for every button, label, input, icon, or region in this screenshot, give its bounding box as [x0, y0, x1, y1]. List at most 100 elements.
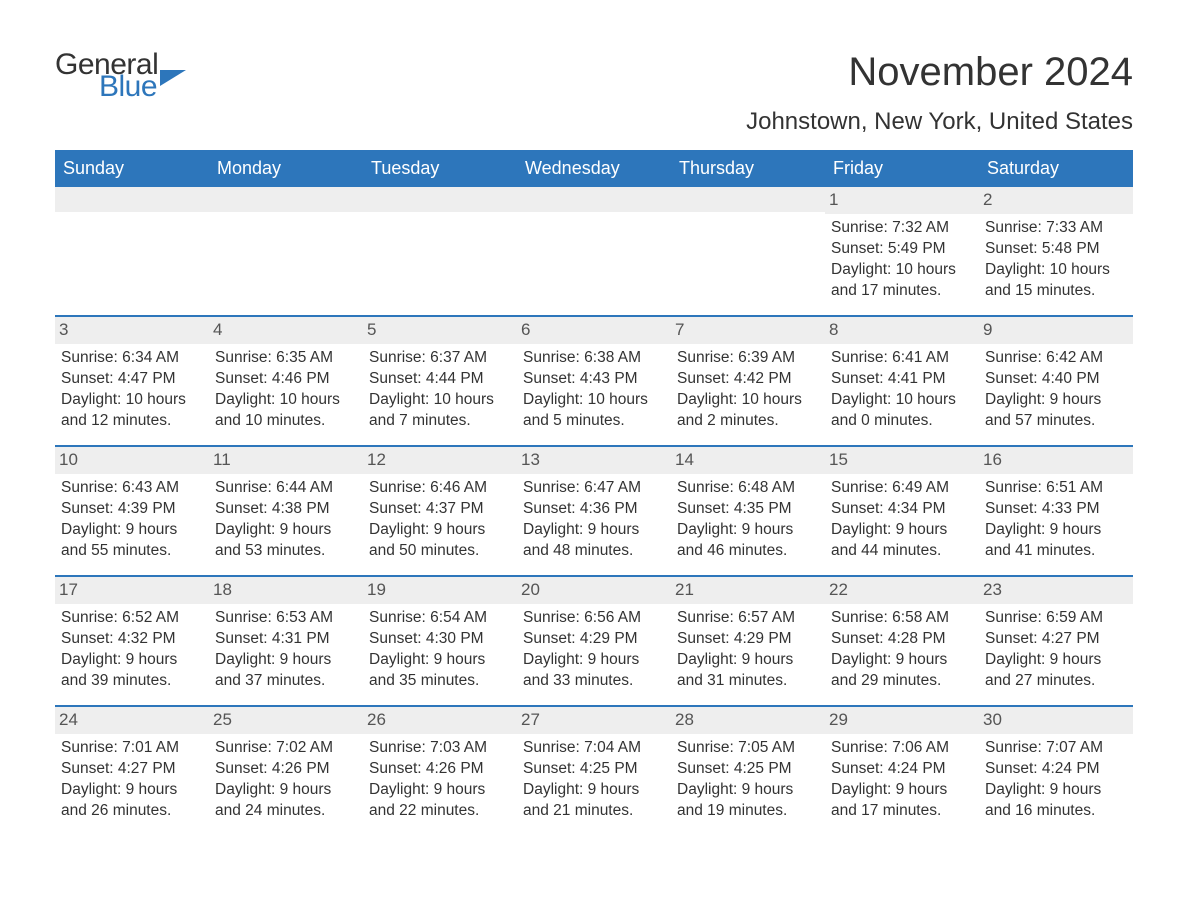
day-number: 16 [979, 447, 1133, 474]
day-sunset: Sunset: 4:27 PM [61, 759, 203, 780]
day-cell: 4Sunrise: 6:35 AMSunset: 4:46 PMDaylight… [209, 317, 363, 445]
day-daylight2: and 48 minutes. [523, 541, 665, 562]
day-header: Thursday [671, 152, 825, 185]
day-number: 14 [671, 447, 825, 474]
day-cell: 24Sunrise: 7:01 AMSunset: 4:27 PMDayligh… [55, 707, 209, 835]
day-sunset: Sunset: 4:34 PM [831, 499, 973, 520]
day-sunrise: Sunrise: 6:52 AM [61, 608, 203, 629]
day-header: Sunday [55, 152, 209, 185]
day-daylight2: and 26 minutes. [61, 801, 203, 822]
day-cell: 27Sunrise: 7:04 AMSunset: 4:25 PMDayligh… [517, 707, 671, 835]
day-sunrise: Sunrise: 7:02 AM [215, 738, 357, 759]
week-row: 1Sunrise: 7:32 AMSunset: 5:49 PMDaylight… [55, 185, 1133, 315]
day-daylight1: Daylight: 9 hours [523, 650, 665, 671]
day-sunrise: Sunrise: 6:38 AM [523, 348, 665, 369]
day-sunset: Sunset: 4:47 PM [61, 369, 203, 390]
day-number: 25 [209, 707, 363, 734]
day-number: 9 [979, 317, 1133, 344]
day-header-row: SundayMondayTuesdayWednesdayThursdayFrid… [55, 150, 1133, 185]
day-number: 2 [979, 187, 1133, 214]
day-daylight1: Daylight: 9 hours [369, 650, 511, 671]
day-sunset: Sunset: 4:44 PM [369, 369, 511, 390]
calendar-table: SundayMondayTuesdayWednesdayThursdayFrid… [55, 150, 1133, 835]
day-daylight1: Daylight: 9 hours [677, 780, 819, 801]
day-sunrise: Sunrise: 6:37 AM [369, 348, 511, 369]
day-sunset: Sunset: 4:40 PM [985, 369, 1127, 390]
day-daylight1: Daylight: 9 hours [369, 520, 511, 541]
day-sunset: Sunset: 5:48 PM [985, 239, 1127, 260]
day-sunrise: Sunrise: 7:07 AM [985, 738, 1127, 759]
day-sunrise: Sunrise: 7:01 AM [61, 738, 203, 759]
day-daylight2: and 39 minutes. [61, 671, 203, 692]
day-cell: 29Sunrise: 7:06 AMSunset: 4:24 PMDayligh… [825, 707, 979, 835]
day-daylight1: Daylight: 9 hours [215, 520, 357, 541]
day-daylight1: Daylight: 9 hours [523, 780, 665, 801]
day-daylight1: Daylight: 10 hours [369, 390, 511, 411]
week-row: 10Sunrise: 6:43 AMSunset: 4:39 PMDayligh… [55, 445, 1133, 575]
day-cell: 19Sunrise: 6:54 AMSunset: 4:30 PMDayligh… [363, 577, 517, 705]
day-sunrise: Sunrise: 6:49 AM [831, 478, 973, 499]
day-sunrise: Sunrise: 6:34 AM [61, 348, 203, 369]
day-daylight1: Daylight: 9 hours [369, 780, 511, 801]
day-daylight2: and 53 minutes. [215, 541, 357, 562]
day-sunset: Sunset: 4:41 PM [831, 369, 973, 390]
day-number: 12 [363, 447, 517, 474]
day-cell: 2Sunrise: 7:33 AMSunset: 5:48 PMDaylight… [979, 187, 1133, 315]
day-header: Friday [825, 152, 979, 185]
day-header: Tuesday [363, 152, 517, 185]
day-sunset: Sunset: 4:42 PM [677, 369, 819, 390]
day-daylight2: and 19 minutes. [677, 801, 819, 822]
day-number: 10 [55, 447, 209, 474]
day-number: 4 [209, 317, 363, 344]
day-daylight1: Daylight: 9 hours [985, 780, 1127, 801]
day-daylight2: and 29 minutes. [831, 671, 973, 692]
day-daylight2: and 55 minutes. [61, 541, 203, 562]
day-header: Monday [209, 152, 363, 185]
week-row: 17Sunrise: 6:52 AMSunset: 4:32 PMDayligh… [55, 575, 1133, 705]
day-sunrise: Sunrise: 6:59 AM [985, 608, 1127, 629]
day-daylight2: and 31 minutes. [677, 671, 819, 692]
day-sunrise: Sunrise: 6:54 AM [369, 608, 511, 629]
empty-day-number [671, 187, 825, 212]
day-sunrise: Sunrise: 6:51 AM [985, 478, 1127, 499]
day-daylight2: and 24 minutes. [215, 801, 357, 822]
day-cell: 13Sunrise: 6:47 AMSunset: 4:36 PMDayligh… [517, 447, 671, 575]
day-cell: 26Sunrise: 7:03 AMSunset: 4:26 PMDayligh… [363, 707, 517, 835]
day-cell: 10Sunrise: 6:43 AMSunset: 4:39 PMDayligh… [55, 447, 209, 575]
day-sunrise: Sunrise: 7:05 AM [677, 738, 819, 759]
day-cell: 30Sunrise: 7:07 AMSunset: 4:24 PMDayligh… [979, 707, 1133, 835]
day-number: 20 [517, 577, 671, 604]
day-cell: 21Sunrise: 6:57 AMSunset: 4:29 PMDayligh… [671, 577, 825, 705]
empty-day-number [209, 187, 363, 212]
day-daylight2: and 12 minutes. [61, 411, 203, 432]
day-daylight2: and 21 minutes. [523, 801, 665, 822]
day-daylight2: and 50 minutes. [369, 541, 511, 562]
day-cell [671, 187, 825, 315]
day-daylight2: and 35 minutes. [369, 671, 511, 692]
day-daylight1: Daylight: 10 hours [677, 390, 819, 411]
day-number: 5 [363, 317, 517, 344]
day-sunrise: Sunrise: 7:03 AM [369, 738, 511, 759]
logo: General Blue [55, 50, 186, 102]
day-daylight2: and 17 minutes. [831, 281, 973, 302]
day-cell: 23Sunrise: 6:59 AMSunset: 4:27 PMDayligh… [979, 577, 1133, 705]
day-sunset: Sunset: 4:30 PM [369, 629, 511, 650]
day-cell: 14Sunrise: 6:48 AMSunset: 4:35 PMDayligh… [671, 447, 825, 575]
day-daylight1: Daylight: 9 hours [831, 780, 973, 801]
day-sunset: Sunset: 4:39 PM [61, 499, 203, 520]
logo-text: General Blue [55, 50, 158, 102]
day-sunset: Sunset: 4:35 PM [677, 499, 819, 520]
day-number: 24 [55, 707, 209, 734]
day-daylight2: and 17 minutes. [831, 801, 973, 822]
day-number: 18 [209, 577, 363, 604]
day-sunset: Sunset: 4:31 PM [215, 629, 357, 650]
day-sunrise: Sunrise: 6:41 AM [831, 348, 973, 369]
day-sunrise: Sunrise: 6:58 AM [831, 608, 973, 629]
day-cell: 11Sunrise: 6:44 AMSunset: 4:38 PMDayligh… [209, 447, 363, 575]
day-cell [55, 187, 209, 315]
day-number: 30 [979, 707, 1133, 734]
location-subtitle: Johnstown, New York, United States [55, 108, 1133, 136]
day-sunset: Sunset: 4:38 PM [215, 499, 357, 520]
day-sunrise: Sunrise: 7:04 AM [523, 738, 665, 759]
day-daylight2: and 22 minutes. [369, 801, 511, 822]
